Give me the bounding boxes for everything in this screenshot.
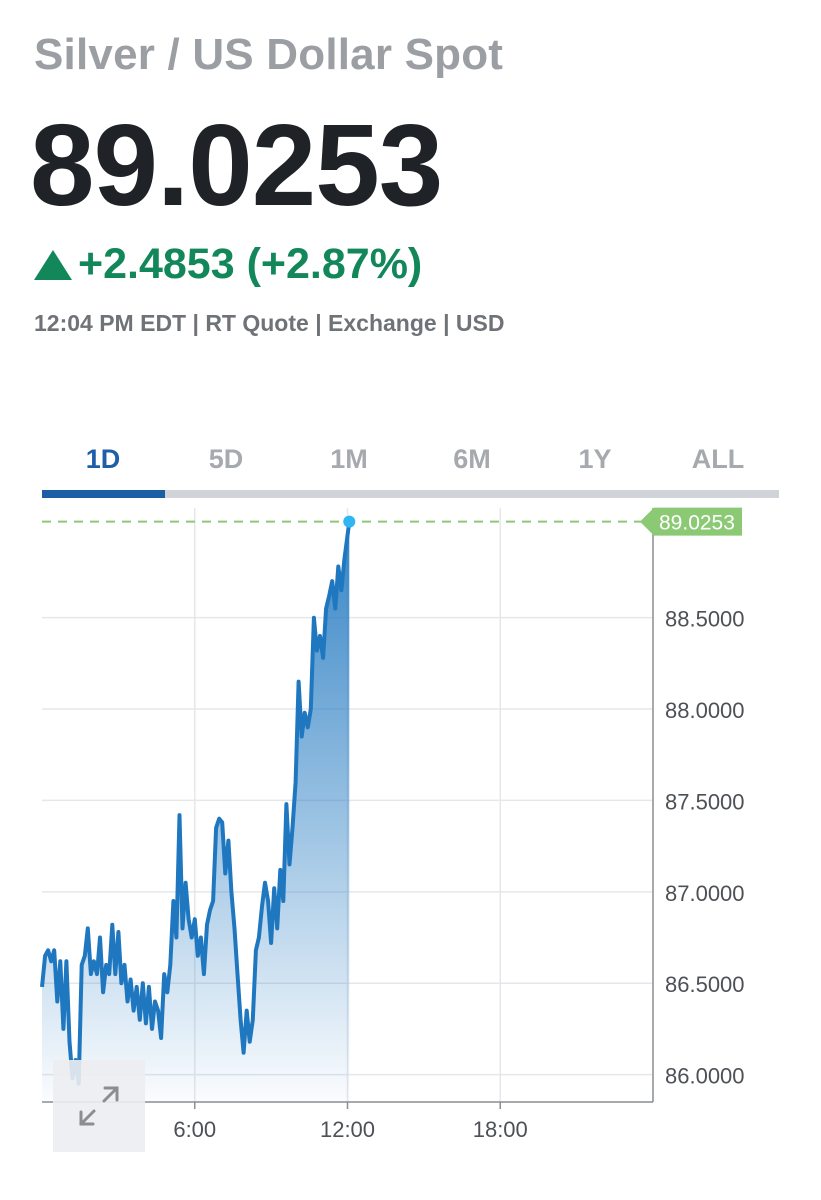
price-change-value: +2.4853 (+2.87%): [78, 240, 423, 288]
chart-axes: 86.0000 86.5000 87.0000 87.5000 88.0000 88.50…: [42, 508, 745, 1142]
timeframe-tabs: 1D 5D 1M 6M 1Y ALL: [42, 440, 779, 498]
x-tick-label: 6:00: [173, 1117, 216, 1142]
y-tick-label: 87.5000: [665, 789, 745, 814]
last-price-badge: [640, 507, 742, 536]
y-tick-label: 88.0000: [665, 698, 745, 723]
x-tick-label: 12:00: [320, 1117, 375, 1142]
x-tick-label: 18:00: [473, 1117, 528, 1142]
last-price: 89.0253: [30, 100, 443, 230]
tab-track: [42, 490, 779, 498]
last-price-label-text: 89.0253: [659, 512, 735, 535]
tab-1d[interactable]: 1D: [85, 444, 121, 474]
chart-grid: [42, 508, 653, 1102]
tab-1y[interactable]: 1Y: [578, 444, 612, 474]
last-price-label: 89.0253: [640, 507, 742, 536]
y-tick-label: 88.5000: [665, 607, 745, 632]
expand-chart-button[interactable]: [53, 1060, 145, 1152]
last-price-dot: [343, 515, 356, 528]
expand-arrows-icon: [79, 1086, 119, 1126]
instrument-title: Silver / US Dollar Spot: [34, 30, 504, 79]
price-area: [42, 521, 350, 1102]
y-tick-label: 86.5000: [665, 972, 745, 997]
tab-5d[interactable]: 5D: [208, 444, 244, 474]
active-tab-indicator: [42, 490, 165, 498]
price-chart[interactable]: 86.0000 86.5000 87.0000 87.5000 88.0000 88.50…: [0, 500, 821, 1160]
tab-all[interactable]: ALL: [691, 444, 745, 474]
price-change: +2.4853 (+2.87%): [34, 240, 422, 289]
y-tick-label: 87.0000: [665, 881, 745, 906]
triangle-up-icon: [34, 249, 72, 280]
tab-6m[interactable]: 6M: [453, 444, 491, 474]
tab-1m[interactable]: 1M: [330, 444, 368, 474]
y-tick-label: 86.0000: [665, 1064, 745, 1089]
price-line: [40, 521, 352, 1086]
quote-meta: 12:04 PM EDT | RT Quote | Exchange | USD: [34, 310, 505, 336]
